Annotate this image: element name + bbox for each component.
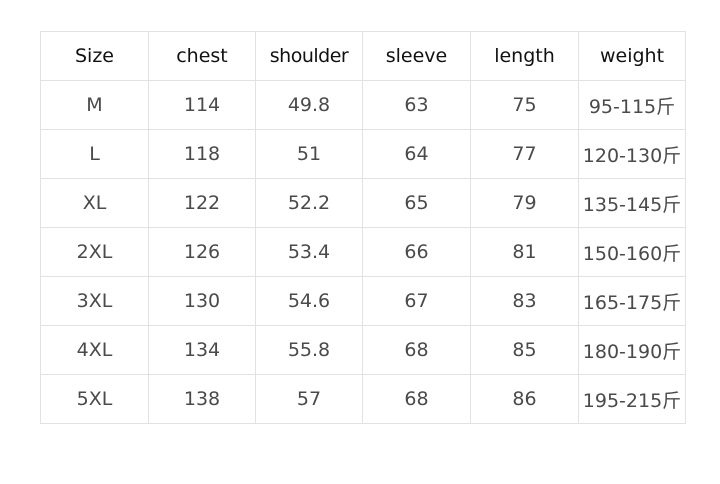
size-chart-table: Size chest shoulder sleeve length weight M 114 4… (40, 31, 686, 424)
cell-shoulder: 55.8 (255, 325, 363, 375)
table-row: M 114 49.8 63 75 95-115斤 (40, 80, 686, 130)
cell-weight: 150-160斤 (578, 227, 686, 277)
cell-chest: 122 (148, 178, 256, 228)
cell-size: 5XL (40, 374, 149, 424)
size-chart-body: Size chest shoulder sleeve length weight M 114 4… (40, 31, 686, 424)
cell-weight: 195-215斤 (578, 374, 686, 424)
cell-size: 2XL (40, 227, 149, 277)
table-row: 5XL 138 57 68 86 195-215斤 (40, 374, 686, 424)
cell-weight: 165-175斤 (578, 276, 686, 326)
cell-shoulder: 54.6 (255, 276, 363, 326)
cell-chest: 138 (148, 374, 256, 424)
cell-shoulder: 53.4 (255, 227, 363, 277)
cell-shoulder: 57 (255, 374, 363, 424)
cell-length: 86 (470, 374, 579, 424)
cell-sleeve: 63 (362, 80, 471, 130)
header-size: Size (40, 31, 149, 81)
cell-length: 77 (470, 129, 579, 179)
cell-chest: 118 (148, 129, 256, 179)
cell-sleeve: 66 (362, 227, 471, 277)
cell-shoulder: 52.2 (255, 178, 363, 228)
cell-weight: 135-145斤 (578, 178, 686, 228)
cell-chest: 114 (148, 80, 256, 130)
table-row: XL 122 52.2 65 79 135-145斤 (40, 178, 686, 228)
header-sleeve: sleeve (362, 31, 471, 81)
cell-sleeve: 64 (362, 129, 471, 179)
cell-shoulder: 51 (255, 129, 363, 179)
cell-size: XL (40, 178, 149, 228)
cell-weight: 120-130斤 (578, 129, 686, 179)
cell-shoulder: 49.8 (255, 80, 363, 130)
cell-sleeve: 68 (362, 374, 471, 424)
cell-chest: 126 (148, 227, 256, 277)
table-row: L 118 51 64 77 120-130斤 (40, 129, 686, 179)
table-row: 2XL 126 53.4 66 81 150-160斤 (40, 227, 686, 277)
cell-size: L (40, 129, 149, 179)
table-row: 3XL 130 54.6 67 83 165-175斤 (40, 276, 686, 326)
table-row: 4XL 134 55.8 68 85 180-190斤 (40, 325, 686, 375)
cell-weight: 95-115斤 (578, 80, 686, 130)
header-length: length (470, 31, 579, 81)
header-shoulder: shoulder (255, 31, 363, 81)
cell-chest: 134 (148, 325, 256, 375)
header-row: Size chest shoulder sleeve length weight (40, 31, 686, 81)
cell-weight: 180-190斤 (578, 325, 686, 375)
cell-length: 83 (470, 276, 579, 326)
cell-length: 75 (470, 80, 579, 130)
cell-sleeve: 68 (362, 325, 471, 375)
cell-length: 85 (470, 325, 579, 375)
cell-size: 3XL (40, 276, 149, 326)
cell-chest: 130 (148, 276, 256, 326)
cell-size: 4XL (40, 325, 149, 375)
cell-sleeve: 67 (362, 276, 471, 326)
cell-sleeve: 65 (362, 178, 471, 228)
cell-length: 81 (470, 227, 579, 277)
cell-length: 79 (470, 178, 579, 228)
header-chest: chest (148, 31, 256, 81)
header-weight: weight (578, 31, 686, 81)
cell-size: M (40, 80, 149, 130)
